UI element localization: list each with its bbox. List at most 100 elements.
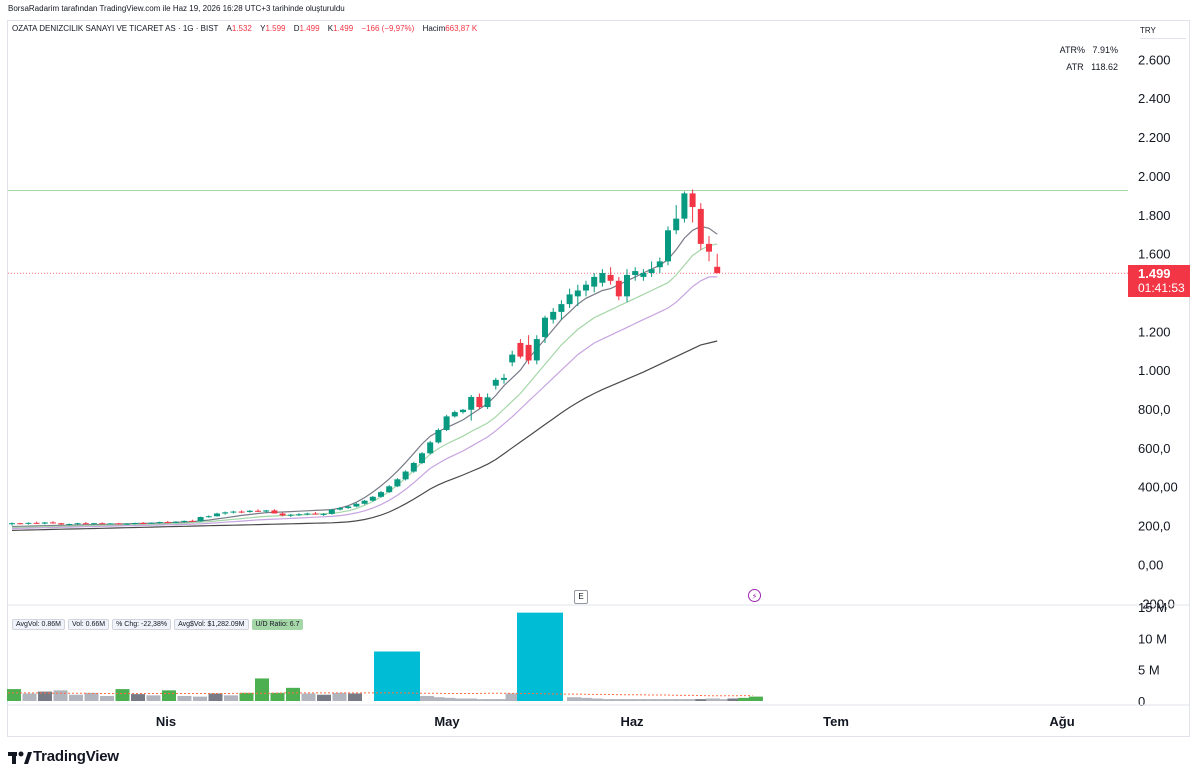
volume-bar bbox=[441, 697, 456, 701]
last-price: 1.499 bbox=[1138, 266, 1171, 281]
open-value: 1.532 bbox=[231, 24, 252, 33]
candle bbox=[304, 513, 311, 515]
volume-bar bbox=[517, 612, 563, 701]
candle bbox=[484, 397, 491, 408]
volume-bar bbox=[684, 699, 699, 701]
volume-bar bbox=[332, 692, 347, 701]
candle bbox=[394, 479, 401, 487]
last-price-badge: 1.499 01:41:53 bbox=[1128, 265, 1190, 297]
candle bbox=[706, 243, 712, 252]
candle bbox=[624, 274, 630, 297]
price-axis: -200,0 0,00 200,0 400,00 600,0 800,0 1.000 1.20… bbox=[1138, 52, 1178, 611]
candle bbox=[345, 506, 352, 509]
candle bbox=[312, 513, 319, 515]
volume-bar bbox=[224, 695, 238, 701]
candle bbox=[542, 317, 548, 338]
candle bbox=[50, 522, 56, 524]
volume-bar bbox=[674, 699, 688, 701]
earnings-marker[interactable]: E bbox=[574, 590, 588, 604]
candle bbox=[369, 496, 376, 501]
horizontal-lines bbox=[8, 189, 1128, 274]
tradingview-logo-icon bbox=[8, 751, 32, 764]
high-value: 1.599 bbox=[265, 24, 286, 33]
candle bbox=[123, 523, 130, 525]
candle bbox=[591, 276, 598, 287]
price-tick-label: 0,00 bbox=[1138, 557, 1163, 572]
candle bbox=[66, 523, 73, 525]
candle bbox=[41, 522, 48, 524]
candle bbox=[443, 416, 450, 430]
candle bbox=[287, 514, 294, 516]
volume-bar bbox=[301, 693, 316, 701]
candle bbox=[156, 522, 163, 524]
price-tick-label: 2.200 bbox=[1138, 130, 1171, 145]
moving-average-line bbox=[11, 243, 718, 529]
time-axis: Nis May Haz Tem Ağu bbox=[8, 704, 1189, 729]
candle bbox=[296, 514, 302, 516]
candlestick-series bbox=[9, 189, 721, 526]
volume-bar bbox=[706, 698, 721, 701]
volume-bar bbox=[348, 693, 362, 701]
volume-bar bbox=[7, 689, 21, 701]
candle bbox=[566, 294, 573, 305]
candle bbox=[681, 193, 688, 219]
candle bbox=[615, 280, 622, 297]
low-label: D bbox=[293, 24, 300, 33]
candle bbox=[558, 304, 565, 312]
volume-bar bbox=[193, 696, 207, 701]
volume-bar bbox=[100, 695, 114, 701]
candle bbox=[320, 513, 327, 515]
candle bbox=[656, 261, 663, 268]
atr-pct-indicator[interactable]: ATR% 7.91% bbox=[1060, 45, 1118, 55]
volume-bar bbox=[239, 692, 254, 701]
price-tick-label: 1.000 bbox=[1138, 363, 1171, 378]
time-tick-label: May bbox=[434, 714, 460, 729]
volume-bar bbox=[255, 678, 269, 701]
candle bbox=[271, 510, 278, 514]
atr-pct-value: 7.91% bbox=[1092, 45, 1118, 55]
candle bbox=[91, 523, 97, 525]
volume-bar bbox=[567, 697, 581, 701]
candle bbox=[509, 354, 516, 363]
candle bbox=[148, 522, 155, 524]
candle bbox=[476, 396, 483, 408]
candle bbox=[517, 342, 524, 357]
price-tick-label: 600,0 bbox=[1138, 441, 1171, 456]
time-tick-label: Haz bbox=[620, 714, 644, 729]
volume-bar bbox=[317, 694, 331, 701]
candle bbox=[689, 193, 696, 207]
candle bbox=[17, 523, 24, 525]
candle bbox=[533, 339, 540, 361]
volume-bar bbox=[599, 699, 614, 701]
candle bbox=[214, 513, 220, 517]
vol-pill: Vol: 0.66M bbox=[68, 619, 110, 630]
candle bbox=[386, 486, 393, 493]
open-label: A bbox=[226, 24, 232, 33]
atr-pct-label: ATR% bbox=[1059, 45, 1085, 55]
symbol-name[interactable]: OZATA DENIZCILIK SANAYI VE TICARET AS · … bbox=[12, 24, 219, 33]
candle bbox=[460, 409, 466, 413]
chart-credit: BorsaRadarim tarafından TradingView.com … bbox=[8, 4, 345, 13]
volume-bar bbox=[577, 697, 592, 701]
candle bbox=[427, 442, 434, 454]
volume-stats: AvgVol: 0.86M Vol: 0.66M% Chg: -22,38% Avg… bbox=[12, 613, 306, 631]
volume-bar bbox=[270, 692, 285, 701]
avg-vol-pill: AvgVol: 0.86M bbox=[12, 619, 66, 630]
moving-average-lines bbox=[11, 225, 718, 531]
moving-average-line bbox=[11, 276, 718, 530]
volume-bar bbox=[131, 694, 145, 701]
candle bbox=[173, 521, 179, 523]
candle bbox=[714, 266, 721, 274]
volume-bar bbox=[484, 699, 499, 701]
candle bbox=[574, 290, 581, 297]
moving-average-line bbox=[11, 340, 718, 531]
atr-indicator[interactable]: ATR 118.62 bbox=[1066, 62, 1118, 72]
volume-tick-label: 15 M bbox=[1138, 600, 1167, 615]
volume-bar bbox=[727, 698, 742, 701]
avg-dollar-vol-pill: Avg$Vol: $1,282.09M bbox=[174, 619, 249, 630]
candle bbox=[230, 511, 237, 513]
dividend-marker[interactable]: ⚡ bbox=[748, 589, 761, 602]
candle bbox=[648, 269, 655, 274]
currency-label[interactable]: TRY bbox=[1140, 26, 1186, 39]
